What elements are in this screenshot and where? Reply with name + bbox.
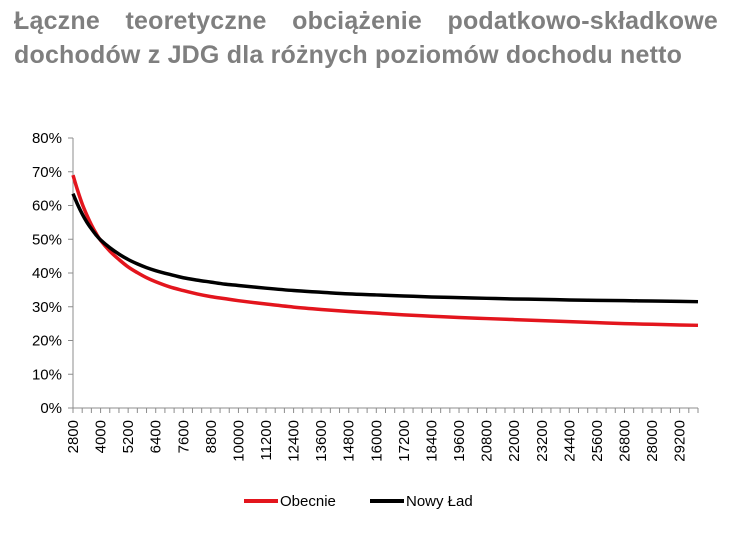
legend-label: Nowy Ład: [406, 493, 473, 510]
y-axis-ticks: 0% 10% 20% 30% 40% 50% 60% 70% 80%: [32, 130, 73, 417]
x-axis-ticks: 2800 4000 5200 6400 7600 8800 10000 11200 12400 1…: [65, 408, 699, 462]
x-tick-label: 20800: [479, 420, 496, 462]
x-tick-label: 11200: [258, 420, 275, 461]
x-tick-label: 25600: [589, 420, 606, 462]
legend: Obecnie Nowy Ład: [244, 493, 473, 510]
x-tick-label: 12400: [286, 420, 303, 462]
series-line-obecnie: [71, 174, 699, 328]
y-tick-label: 20%: [32, 333, 62, 350]
x-tick-label: 19600: [451, 420, 468, 462]
x-tick-label: 23200: [534, 420, 551, 462]
y-tick-label: 40%: [32, 265, 62, 282]
legend-label: Obecnie: [280, 493, 336, 510]
x-tick-label: 22000: [506, 420, 523, 462]
x-tick-label: 18400: [423, 420, 440, 462]
x-tick-label: 26800: [616, 420, 633, 462]
x-tick-label: 13600: [313, 420, 330, 462]
series-lines: [71, 174, 699, 328]
chart-title: Łączne teoretyczne obciążenie podatkowo-…: [14, 7, 718, 69]
x-tick-label: 8800: [203, 420, 220, 453]
x-tick-label: 10000: [230, 420, 247, 462]
y-tick-label: 80%: [32, 130, 62, 147]
x-tick-label: 2800: [65, 420, 82, 453]
y-tick-label: 0%: [40, 400, 62, 417]
series-line-nowy-lad: [71, 193, 699, 304]
x-tick-label: 6400: [148, 420, 165, 453]
x-tick-label: 5200: [120, 420, 137, 453]
y-tick-label: 70%: [32, 164, 62, 181]
y-tick-label: 10%: [32, 366, 62, 383]
x-tick-label: 14800: [341, 420, 358, 462]
y-tick-label: 60%: [32, 198, 62, 215]
x-tick-label: 16000: [368, 420, 385, 462]
x-tick-label: 28000: [644, 420, 661, 462]
y-tick-label: 50%: [32, 231, 62, 248]
x-tick-label: 24400: [561, 420, 578, 462]
y-tick-label: 30%: [32, 299, 62, 316]
x-tick-label: 7600: [175, 420, 192, 453]
x-tick-label: 29200: [672, 420, 689, 462]
x-tick-label: 17200: [396, 420, 413, 462]
x-tick-label: 4000: [93, 420, 110, 453]
